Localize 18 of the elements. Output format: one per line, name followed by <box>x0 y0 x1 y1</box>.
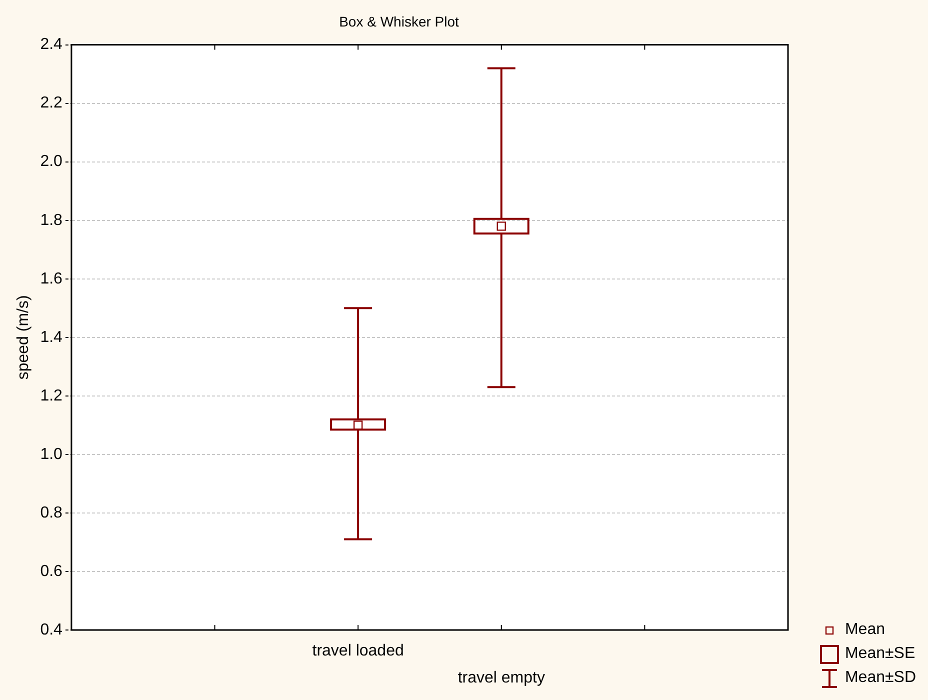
y-tick-label: 2.0 <box>40 153 63 170</box>
chart-title: Box & Whisker Plot <box>339 13 460 30</box>
text: Mean±SE <box>844 645 916 663</box>
y-tick-label: 1.8 <box>40 212 63 229</box>
y-tick-label: 1.4 <box>40 328 63 346</box>
y-tick-label: 1.6 <box>40 270 63 288</box>
y-axis-title: speed (m/s) <box>15 295 32 380</box>
y-tick-label: 0.6 <box>40 562 63 580</box>
text: Mean <box>844 621 885 639</box>
y-tick-label: 2.2 <box>40 94 63 112</box>
y-tick-label: 1.2 <box>40 387 63 404</box>
y-tick-label: 1.0 <box>40 446 63 463</box>
y-tick-label: 2.4 <box>40 36 63 54</box>
y-tick-label: 0.8 <box>40 504 63 522</box>
y-tick-label: 0.4 <box>40 621 63 638</box>
text: Mean±SD <box>844 669 916 687</box>
x-tick-label: travel empty <box>458 669 545 686</box>
x-tick-label: travel loaded <box>312 642 404 660</box>
